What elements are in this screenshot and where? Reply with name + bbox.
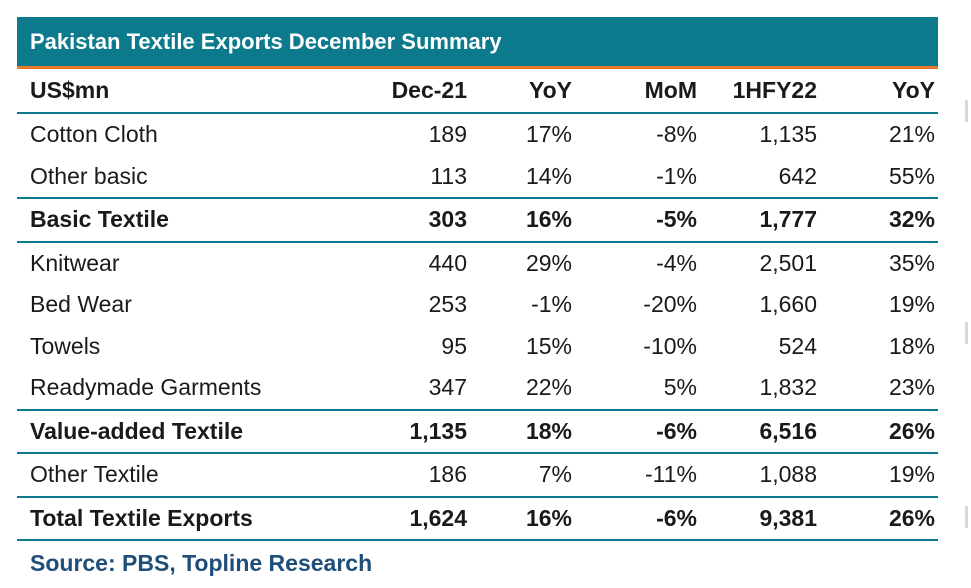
cell-1hfy22: 1,777 (759, 206, 817, 233)
cell-yoy-1hfy22: 26% (888, 417, 935, 444)
table-body: Cotton Cloth 189 17% -8% 1,135 21% Other basic… (17, 113, 938, 540)
table-row: Other basic 113 14% -1% 642 55% (17, 156, 938, 199)
cell-mom: -20% (643, 291, 697, 318)
cell-yoy: 7% (538, 461, 572, 488)
cell-dec21: 113 (430, 162, 467, 189)
cell-yoy-1hfy22: 35% (888, 249, 935, 276)
table-row: Other Textile 186 7% -11% 1,088 19% (17, 453, 938, 497)
cell-yoy-1hfy22: 19% (888, 461, 935, 488)
cell-yoy: 18% (525, 417, 572, 444)
row-label: Other basic (30, 162, 148, 189)
cell-yoy: 17% (525, 121, 572, 148)
cell-1hfy22: 2,501 (759, 249, 817, 276)
summary-table-panel: Pakistan Textile Exports December Summar… (17, 17, 938, 582)
cell-yoy: 15% (525, 332, 572, 359)
title-bar: Pakistan Textile Exports December Summar… (17, 17, 938, 69)
cell-yoy: 22% (525, 374, 572, 401)
table-row: Knitwear 440 29% -4% 2,501 35% (17, 242, 938, 285)
cell-yoy-1hfy22: 21% (888, 121, 935, 148)
cell-yoy-1hfy22: 26% (888, 504, 935, 531)
row-label: Towels (30, 332, 101, 359)
cell-mom: -10% (643, 332, 697, 359)
cell-1hfy22: 1,135 (759, 121, 817, 148)
cell-yoy: 14% (525, 162, 572, 189)
row-label: Knitwear (30, 249, 120, 276)
cell-1hfy22: 524 (778, 332, 817, 359)
cell-yoy-1hfy22: 23% (888, 374, 935, 401)
cell-dec21: 186 (428, 461, 467, 488)
cell-1hfy22: 1,088 (759, 461, 817, 488)
column-header-1hfy22: 1HFY22 (732, 77, 817, 103)
cell-1hfy22: 1,660 (759, 291, 817, 318)
table-row: Bed Wear 253 -1% -20% 1,660 19% (17, 284, 938, 326)
cell-mom: -6% (656, 417, 697, 444)
cell-1hfy22: 642 (778, 162, 817, 189)
cell-dec21: 1,624 (409, 504, 467, 531)
cell-dec21: 189 (428, 121, 467, 148)
column-header-yoy-1hfy22: YoY (891, 77, 935, 103)
cell-dec21: 440 (428, 249, 467, 276)
cell-mom: -6% (656, 504, 697, 531)
row-label: Value-added Textile (30, 417, 244, 444)
column-header-mom: MoM (644, 77, 697, 103)
cell-mom: -8% (656, 121, 697, 148)
table-total-row: Value-added Textile 1,135 18% -6% 6,516 26% (17, 409, 938, 453)
cell-yoy: 16% (525, 504, 572, 531)
cell-yoy-1hfy22: 32% (888, 206, 935, 233)
cell-yoy: -1% (531, 291, 572, 318)
table-row: Readymade Garments 347 22% 5% 1,832 23% (17, 367, 938, 410)
source-note: Source: PBS, Topline Research (30, 550, 373, 576)
cell-mom: -5% (656, 206, 697, 233)
row-label: Basic Textile (30, 206, 169, 233)
cell-mom: 5% (663, 374, 697, 401)
table-total-row: Total Textile Exports 1,624 16% -6% 9,381 26% (17, 496, 938, 540)
table-row: Cotton Cloth 189 17% -8% 1,135 21% (17, 113, 938, 156)
cell-dec21: 1,135 (409, 417, 467, 444)
column-header-yoy: YoY (528, 77, 572, 103)
row-label: Total Textile Exports (30, 504, 253, 531)
cell-1hfy22: 9,381 (759, 504, 817, 531)
cell-1hfy22: 6,516 (759, 417, 817, 444)
cell-dec21: 303 (428, 206, 467, 233)
cell-mom: -11% (645, 461, 697, 488)
row-label: Other Textile (30, 461, 159, 488)
cell-mom: -4% (656, 249, 697, 276)
column-header-unit: US$mn (30, 77, 110, 103)
table-title: Pakistan Textile Exports December Summar… (30, 28, 502, 54)
cell-yoy-1hfy22: 18% (888, 332, 935, 359)
cell-dec21: 347 (428, 374, 467, 401)
row-label: Readymade Garments (30, 374, 262, 401)
page-edge-marks (965, 0, 971, 588)
table-row: Towels 95 15% -10% 524 18% (17, 326, 938, 368)
row-label: Bed Wear (30, 291, 132, 318)
cell-mom: -1% (656, 162, 697, 189)
cell-yoy: 29% (525, 249, 572, 276)
column-header-dec21: Dec-21 (391, 77, 467, 103)
cell-dec21: 253 (428, 291, 467, 318)
cell-dec21: 95 (441, 332, 467, 359)
exports-table: US$mn Dec-21 YoY MoM 1HFY22 YoY Cotton C… (17, 69, 938, 541)
cell-yoy-1hfy22: 19% (888, 291, 935, 318)
header-row: US$mn Dec-21 YoY MoM 1HFY22 YoY (17, 69, 938, 113)
table-total-row: Basic Textile 303 16% -5% 1,777 32% (17, 198, 938, 242)
cell-yoy: 16% (525, 206, 572, 233)
cell-1hfy22: 1,832 (759, 374, 817, 401)
row-label: Cotton Cloth (30, 121, 158, 148)
cell-yoy-1hfy22: 55% (888, 162, 935, 189)
